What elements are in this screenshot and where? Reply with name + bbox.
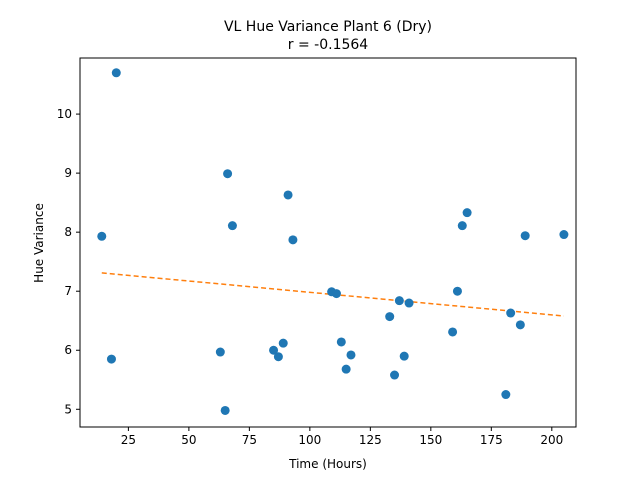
chart-subtitle: r = -0.1564 [288, 37, 369, 53]
x-tick-label: 125 [359, 433, 382, 447]
data-point [390, 370, 400, 380]
y-tick-label: 5 [64, 402, 72, 416]
y-tick-label: 9 [64, 166, 72, 180]
x-tick-label: 175 [480, 433, 503, 447]
data-point [506, 308, 516, 318]
chart-title: VL Hue Variance Plant 6 (Dry) [224, 19, 432, 35]
data-point [106, 354, 116, 364]
data-point [111, 68, 121, 78]
x-axis-label: Time (Hours) [288, 457, 367, 471]
y-tick-label: 7 [64, 284, 72, 298]
data-point [457, 221, 467, 231]
data-point [462, 208, 472, 218]
data-point [278, 338, 288, 348]
y-tick-label: 10 [57, 107, 72, 121]
data-point [515, 320, 525, 330]
data-point [559, 230, 569, 240]
data-point [223, 169, 233, 179]
x-tick-label: 100 [298, 433, 321, 447]
data-point [341, 364, 351, 374]
data-point [336, 337, 346, 347]
data-point [269, 345, 279, 355]
data-point [215, 347, 225, 357]
x-tick-label: 75 [242, 433, 257, 447]
data-point [346, 350, 356, 360]
y-tick-label: 6 [64, 343, 72, 357]
x-tick-label: 25 [121, 433, 136, 447]
data-point [220, 405, 230, 415]
data-point [501, 390, 511, 400]
data-point [385, 312, 395, 322]
data-point [227, 221, 237, 231]
x-tick-label: 200 [540, 433, 563, 447]
y-tick-label: 8 [64, 225, 72, 239]
data-point [283, 190, 293, 200]
data-point [288, 235, 298, 245]
plot-frame [79, 57, 577, 428]
data-point [520, 231, 530, 241]
data-point [97, 231, 107, 241]
x-tick-label: 150 [419, 433, 442, 447]
data-point [452, 286, 462, 296]
data-point [394, 296, 404, 306]
data-point [331, 289, 341, 299]
data-point [399, 351, 409, 361]
data-point [404, 298, 414, 308]
data-point [273, 352, 283, 362]
x-tick-label: 50 [181, 433, 196, 447]
data-point [448, 327, 458, 337]
y-axis-label: Hue Variance [32, 203, 46, 283]
plot-area: 25 50 75 100 125 150 175 200 5 6 7 8 9 10 [57, 57, 577, 447]
